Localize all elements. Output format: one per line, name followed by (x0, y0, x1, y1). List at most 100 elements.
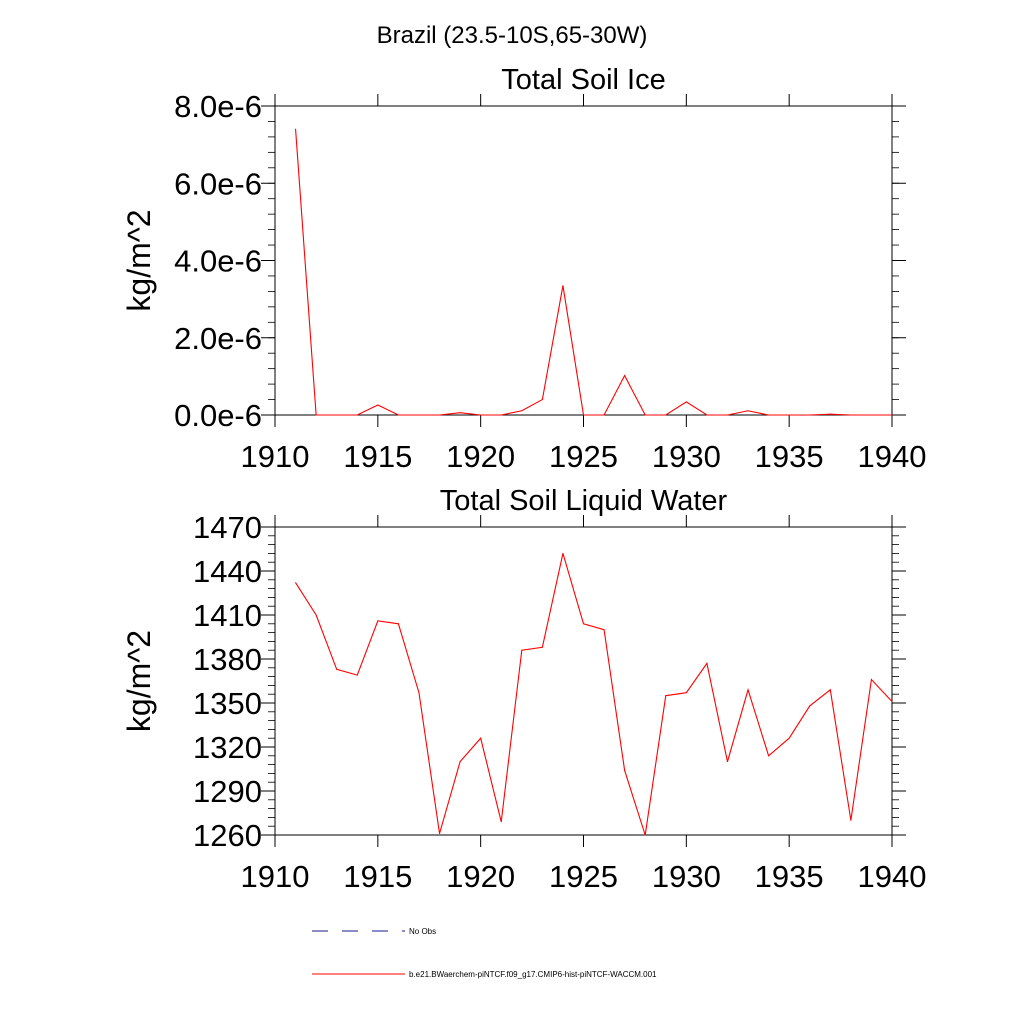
soil-ice-data-point (809, 414, 811, 416)
soil-liquid-water-x-tick-label: 1910 (241, 859, 310, 894)
soil-liquid-water-data-point (295, 582, 297, 584)
soil-ice-data-point (850, 414, 852, 416)
soil-ice-y-axis-label: kg/m^2 (121, 209, 157, 311)
soil-ice-y-tick-label: 8.0e-6 (174, 89, 262, 124)
soil-ice-y-tick-label: 2.0e-6 (174, 321, 262, 356)
legend-label-model: b.e21.BWaerchem-piNTCF.f09_g17.CMIP6-his… (409, 970, 657, 979)
soil-liquid-water-y-tick-label: 1260 (193, 818, 262, 853)
soil-ice-data-point (418, 414, 420, 416)
soil-ice-y-tick-label: 6.0e-6 (174, 166, 262, 201)
soil-liquid-water-data-point (644, 834, 646, 836)
soil-liquid-water-data-point (768, 755, 770, 757)
soil-ice-data-point (829, 413, 831, 415)
soil-liquid-water-data-point (685, 692, 687, 694)
soil-liquid-water-data-point (624, 769, 626, 771)
soil-liquid-water-x-tick-label: 1925 (549, 859, 618, 894)
soil-ice-x-tick-label: 1930 (652, 439, 721, 474)
soil-liquid-water-data-point (665, 695, 667, 697)
soil-liquid-water-y-tick-label: 1410 (193, 598, 262, 633)
soil-ice-y-tick-label: 0.0e-6 (174, 398, 262, 433)
soil-ice-data-point (644, 414, 646, 416)
soil-liquid-water-x-tick-label: 1930 (652, 859, 721, 894)
soil-liquid-water-data-point (583, 623, 584, 625)
soil-ice-data-point (397, 414, 399, 416)
soil-liquid-water-x-tick-label: 1940 (858, 859, 927, 894)
soil-ice-data-point (747, 410, 749, 412)
soil-liquid-water-data-point (418, 692, 420, 694)
soil-ice-x-tick-label: 1935 (755, 439, 824, 474)
soil-ice-data-point (562, 285, 564, 287)
soil-ice-title: Total Soil Ice (501, 64, 665, 96)
soil-liquid-water-data-point (726, 761, 728, 763)
soil-liquid-water-data-point (336, 668, 338, 670)
soil-liquid-water-data-point (829, 689, 831, 691)
soil-ice-x-tick-label: 1920 (446, 439, 515, 474)
soil-liquid-water-data-point (500, 821, 502, 823)
soil-liquid-water-data-point (541, 646, 543, 648)
legend-label-no-obs: No Obs (409, 927, 436, 936)
soil-liquid-water-y-tick-label: 1380 (193, 642, 262, 677)
soil-liquid-water-data-point (706, 662, 708, 664)
soil-liquid-water-x-tick-label: 1935 (755, 859, 824, 894)
soil-liquid-water-x-tick-label: 1920 (446, 859, 515, 894)
soil-ice-data-point (706, 414, 708, 416)
legend-entry-no-obs: No Obs (312, 927, 436, 936)
soil-liquid-water-plot-frame (274, 526, 893, 836)
soil-ice-x-tick-label: 1940 (858, 439, 927, 474)
soil-liquid-water-data-point (397, 623, 399, 625)
soil-liquid-water-data-point (788, 737, 790, 739)
legend: No Obs b.e21.BWaerchem-piNTCF.f09_g17.CM… (312, 927, 657, 979)
soil-liquid-water-x-tick-label: 1915 (343, 859, 412, 894)
soil-liquid-water-data-point (747, 689, 749, 691)
soil-liquid-water-data-point (891, 701, 893, 703)
soil-liquid-water-data-point (809, 705, 811, 707)
figure-title: Brazil (23.5-10S,65-30W) (377, 22, 648, 49)
soil-ice-data-point (541, 399, 543, 401)
soil-liquid-water-series-line (295, 553, 893, 836)
soil-ice-data-point (768, 414, 770, 416)
soil-liquid-water-data-point (850, 819, 852, 821)
soil-ice-data-point (521, 410, 523, 412)
soil-ice-data-point (459, 412, 461, 414)
soil-ice-data-point (336, 414, 338, 416)
soil-liquid-water-data-point (603, 629, 605, 631)
soil-liquid-water-y-tick-label: 1350 (193, 686, 262, 721)
soil-ice-series-line (295, 129, 892, 416)
soil-liquid-water-y-tick-label: 1320 (193, 730, 262, 765)
soil-liquid-water-data-point (870, 679, 872, 681)
soil-ice-data-point (500, 414, 502, 416)
soil-liquid-water-y-axis-label: kg/m^2 (121, 630, 157, 732)
soil-ice-y-tick-label: 4.0e-6 (174, 244, 262, 279)
soil-liquid-water-y-tick-label: 1290 (193, 774, 262, 809)
soil-liquid-water-data-point (459, 761, 461, 763)
soil-ice-data-point (356, 414, 358, 416)
soil-liquid-water-y-tick-label: 1470 (193, 510, 262, 545)
legend-entry-model: b.e21.BWaerchem-piNTCF.f09_g17.CMIP6-his… (312, 970, 657, 979)
soil-ice-data-point (295, 128, 297, 130)
soil-ice-data-point (603, 414, 605, 416)
soil-ice-data-point (891, 414, 893, 416)
soil-ice-data-point (685, 401, 687, 403)
soil-liquid-water-data-point (377, 620, 379, 622)
soil-ice-panel: Total Soil Ice kg/m^2 1910 1915 1920 1925 1930… (121, 64, 926, 474)
soil-liquid-water-y-tick-label: 1440 (193, 554, 262, 589)
soil-ice-data-point (624, 375, 626, 377)
soil-liquid-water-data-point (480, 737, 482, 739)
soil-ice-plot-frame (274, 105, 893, 416)
soil-ice-data-point (788, 414, 790, 416)
soil-liquid-water-title: Total Soil Liquid Water (440, 485, 728, 517)
soil-ice-data-point (583, 414, 584, 416)
soil-liquid-water-data-point (521, 649, 523, 651)
soil-ice-data-point (439, 414, 441, 416)
soil-ice-data-point (315, 414, 317, 416)
soil-liquid-water-data-point (356, 674, 358, 676)
soil-ice-data-point (726, 414, 728, 416)
soil-ice-x-tick-label: 1925 (549, 439, 618, 474)
soil-ice-data-point (665, 414, 667, 416)
soil-liquid-water-data-point (562, 552, 564, 554)
soil-ice-data-point (480, 414, 482, 416)
soil-liquid-water-data-point (315, 614, 317, 616)
soil-ice-data-point (377, 404, 379, 406)
soil-ice-data-point (870, 414, 872, 416)
